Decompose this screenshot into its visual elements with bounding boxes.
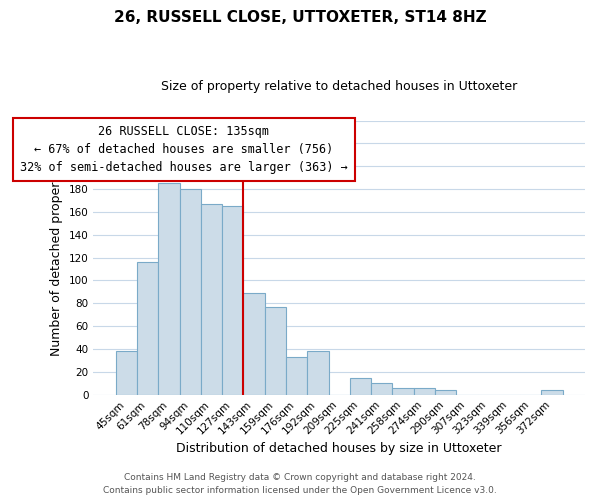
Bar bbox=[179, 189, 201, 394]
Bar bbox=[541, 390, 563, 394]
Bar bbox=[371, 384, 392, 394]
Bar bbox=[158, 184, 179, 394]
Text: 26 RUSSELL CLOSE: 135sqm
← 67% of detached houses are smaller (756)
32% of semi-: 26 RUSSELL CLOSE: 135sqm ← 67% of detach… bbox=[20, 125, 347, 174]
Bar bbox=[137, 262, 158, 394]
Bar bbox=[350, 378, 371, 394]
Title: Size of property relative to detached houses in Uttoxeter: Size of property relative to detached ho… bbox=[161, 80, 517, 93]
Bar bbox=[286, 357, 307, 395]
Bar bbox=[307, 352, 329, 395]
X-axis label: Distribution of detached houses by size in Uttoxeter: Distribution of detached houses by size … bbox=[176, 442, 502, 455]
Bar bbox=[244, 293, 265, 394]
Bar bbox=[222, 206, 244, 394]
Bar bbox=[116, 352, 137, 395]
Bar bbox=[265, 307, 286, 394]
Text: Contains HM Land Registry data © Crown copyright and database right 2024.
Contai: Contains HM Land Registry data © Crown c… bbox=[103, 474, 497, 495]
Bar bbox=[435, 390, 456, 394]
Bar bbox=[392, 388, 413, 394]
Y-axis label: Number of detached properties: Number of detached properties bbox=[50, 159, 63, 356]
Text: 26, RUSSELL CLOSE, UTTOXETER, ST14 8HZ: 26, RUSSELL CLOSE, UTTOXETER, ST14 8HZ bbox=[113, 10, 487, 25]
Bar bbox=[413, 388, 435, 394]
Bar bbox=[201, 204, 222, 394]
